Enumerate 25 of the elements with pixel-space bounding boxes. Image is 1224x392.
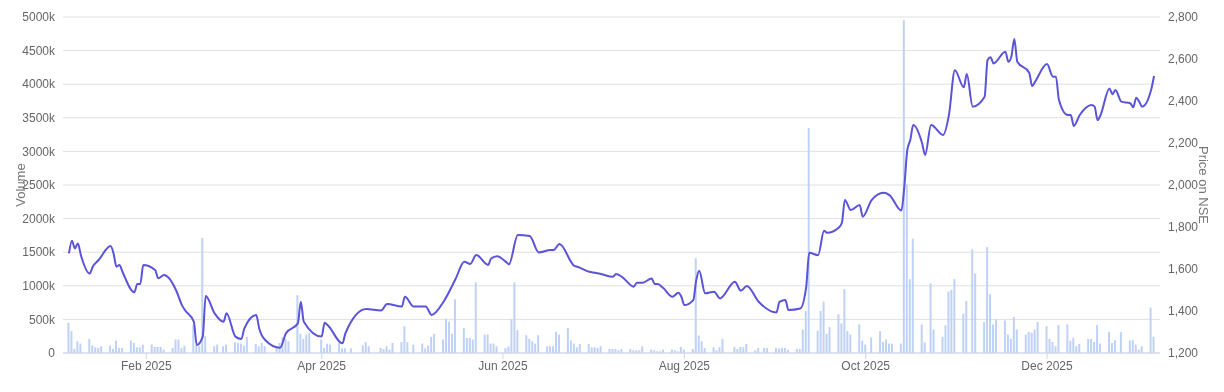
x-tick-label: Jun 2025 xyxy=(478,358,528,373)
y2-tick-label: 2,800 xyxy=(1168,10,1199,25)
y2-tick-label: 1,200 xyxy=(1168,346,1199,361)
y2-tick-label: 2,600 xyxy=(1168,52,1199,67)
y-tick-label: 4000k xyxy=(22,77,56,92)
y-tick-label: 0 xyxy=(48,346,56,361)
x-tick-label: Aug 2025 xyxy=(658,358,711,373)
x-tick-label: Feb 2025 xyxy=(120,358,172,373)
y2-tick-label: 2,000 xyxy=(1168,178,1199,193)
x-tick-label: Apr 2025 xyxy=(297,358,347,373)
y-tick-label: 1000k xyxy=(22,279,56,294)
y2-tick-label: 1,800 xyxy=(1168,220,1199,235)
y-tick-label: 500k xyxy=(28,312,56,327)
y-tick-label: 5000k xyxy=(22,10,56,25)
y-tick-label: 3000k xyxy=(22,144,56,159)
y-tick-label: 2000k xyxy=(22,211,56,226)
y-tick-label: 1500k xyxy=(22,245,56,260)
y2-tick-label: 2,200 xyxy=(1168,136,1199,151)
x-tick-label: Oct 2025 xyxy=(841,358,891,373)
y2-tick-label: 1,600 xyxy=(1168,262,1199,277)
y-tick-label: 3500k xyxy=(22,111,56,126)
y2-tick-label: 1,400 xyxy=(1168,304,1199,319)
y-tick-label: 4500k xyxy=(22,43,56,58)
y2-tick-label: 2,400 xyxy=(1168,94,1199,109)
x-tick-label: Dec 2025 xyxy=(1021,358,1074,373)
